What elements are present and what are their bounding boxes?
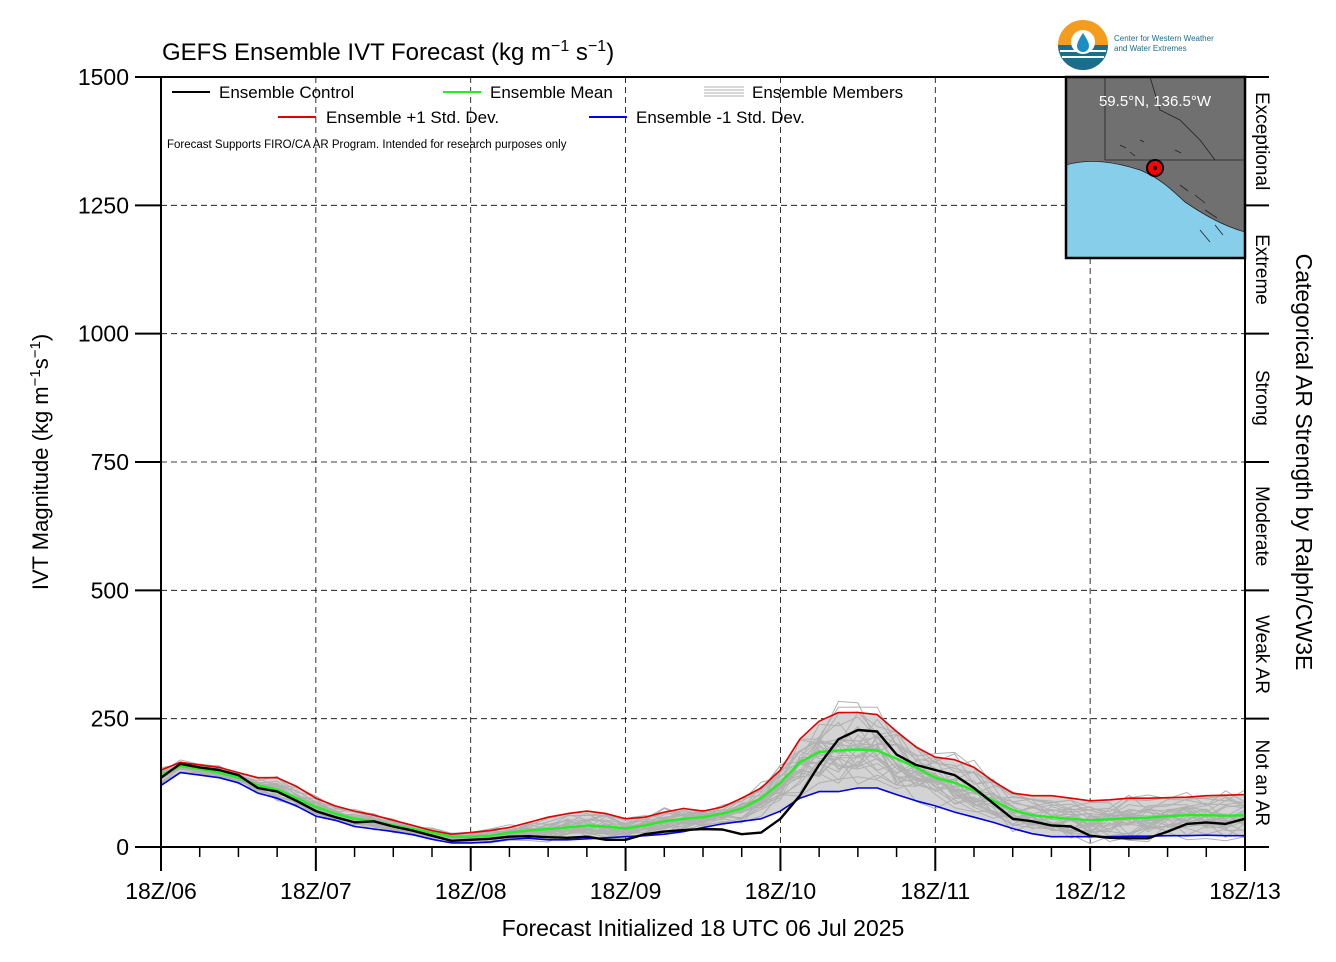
x-axis-label: Forecast Initialized 18 UTC 06 Jul 2025	[502, 915, 905, 941]
x-tick-label: 18Z/08	[435, 878, 507, 904]
x-tick-label: 18Z/06	[125, 878, 197, 904]
ensemble-series	[160, 711, 1246, 844]
y-tick-label: 500	[91, 577, 129, 603]
x-tick-label: 18Z/12	[1054, 878, 1126, 904]
legend-mean-label: Ensemble Mean	[490, 83, 613, 102]
ar-category-label: Not an AR	[1251, 740, 1272, 827]
ar-category-label: Strong	[1251, 370, 1272, 426]
legend-plus-label: Ensemble +1 Std. Dev.	[326, 108, 499, 127]
y-tick-label: 750	[91, 449, 129, 475]
legend-members-label: Ensemble Members	[752, 83, 903, 102]
y-tick-label: 250	[91, 706, 129, 732]
x-tick-label: 18Z/11	[900, 878, 970, 904]
ocean-shape	[1066, 161, 1245, 258]
location-coordinates: 59.5°N, 136.5°W	[1099, 93, 1212, 110]
x-tick-label: 18Z/07	[280, 878, 352, 904]
ensemble-members	[160, 700, 1246, 845]
ensemble-member-line	[160, 743, 1246, 842]
y-tick-label: 0	[116, 834, 129, 860]
right-axis-label: Categorical AR Strength by Ralph/CW3E	[1291, 254, 1317, 671]
legend-control-label: Ensemble Control	[219, 83, 354, 102]
y-tick-label: 1000	[78, 321, 129, 347]
cw3e-logo: Center for Western Weather and Water Ext…	[1058, 20, 1214, 70]
ensemble-mean-line	[160, 748, 1246, 838]
y-tick-label: 1250	[78, 192, 129, 218]
ar-category-label: Moderate	[1251, 486, 1272, 566]
chart-title: GEFS Ensemble IVT Forecast (kg m−1 s−1)	[162, 38, 614, 66]
legend-minus-label: Ensemble -1 Std. Dev.	[636, 108, 805, 127]
ar-category-label: Extreme	[1251, 234, 1272, 305]
legend: Ensemble Control Ensemble Mean Ensemble …	[167, 83, 903, 151]
x-tick-label: 18Z/10	[745, 878, 817, 904]
research-note: Forecast Supports FIRO/CA AR Program. In…	[167, 139, 567, 151]
axes	[135, 76, 1269, 871]
ensemble-member-line	[160, 739, 1246, 838]
ensemble-control-line	[160, 728, 1246, 842]
grid-lines	[161, 77, 1245, 847]
tick-labels: 0 250 500 750 1000 1250 1500 18Z/06 18Z/07 18Z/08…	[78, 64, 1281, 904]
x-tick-label: 18Z/13	[1209, 878, 1281, 904]
ar-category-label: Weak AR	[1251, 615, 1272, 694]
ar-category-label: Exceptional	[1251, 92, 1272, 190]
x-tick-label: 18Z/09	[590, 878, 662, 904]
legend-members-swatch	[704, 86, 744, 97]
y-tick-label: 1500	[78, 64, 129, 90]
inset-map: 59.5°N, 136.5°W	[1064, 75, 1247, 260]
minus-std-line	[160, 771, 1245, 844]
ar-categories: Not an AR Weak AR Moderate Strong Extreme Exc…	[1251, 92, 1272, 826]
plus-std-line	[160, 711, 1246, 835]
y-axis-label: IVT Magnitude (kg m−1s−1)	[27, 334, 53, 590]
logo-text-line1: Center for Western Weather	[1114, 34, 1214, 43]
logo-text-line2: and Water Extremes	[1114, 44, 1187, 53]
